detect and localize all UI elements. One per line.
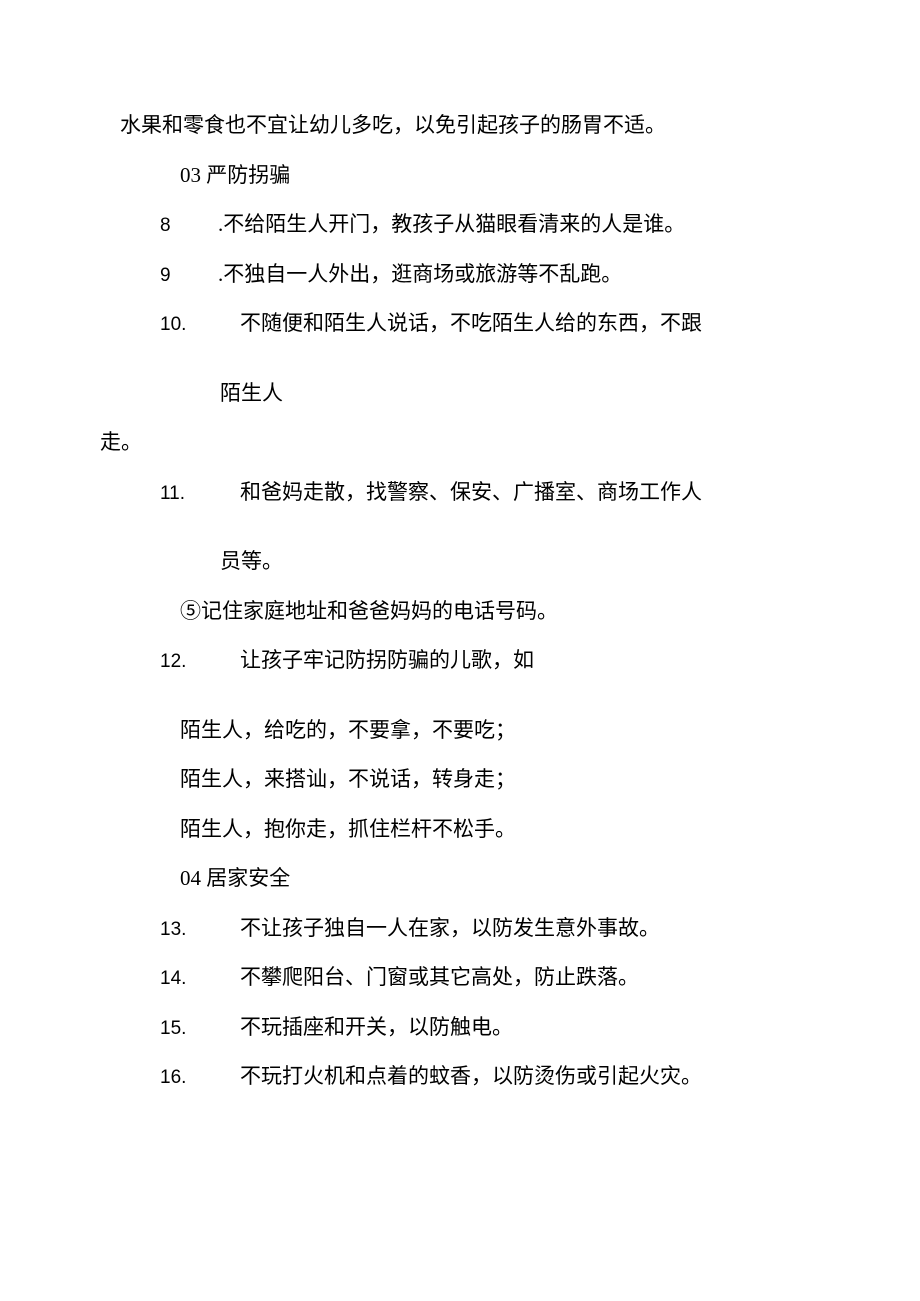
item-text: 不让孩子独自一人在家，以防发生意外事故。 xyxy=(200,913,660,945)
continuation-text: 员等。 xyxy=(120,546,800,578)
item-number: 14. xyxy=(160,965,200,994)
section-header-04: 04 居家安全 xyxy=(120,863,800,895)
list-item: 13. 不让孩子独自一人在家，以防发生意外事故。 xyxy=(120,913,800,945)
item-text: 让孩子牢记防拐防骗的儿歌，如 xyxy=(200,645,534,677)
item-number: 13. xyxy=(160,916,200,945)
document-page: 水果和零食也不宜让幼儿多吃，以免引起孩子的肠胃不适。 03 严防拐骗 8 .不给… xyxy=(0,0,920,1191)
item-number: 12. xyxy=(160,648,200,677)
item-text: 不随便和陌生人说话，不吃陌生人给的东西，不跟 xyxy=(200,308,702,340)
list-item: 8 .不给陌生人开门，教孩子从猫眼看清来的人是谁。 xyxy=(120,209,800,241)
item-number: 9 xyxy=(160,262,188,291)
list-item: 9 .不独自一人外出，逛商场或旅游等不乱跑。 xyxy=(120,259,800,291)
list-item: 15. 不玩插座和开关，以防触电。 xyxy=(120,1012,800,1044)
item-text: .不独自一人外出，逛商场或旅游等不乱跑。 xyxy=(188,259,622,291)
list-item: 10. 不随便和陌生人说话，不吃陌生人给的东西，不跟 xyxy=(120,308,800,340)
poem-line: 陌生人，来搭讪，不说话，转身走； xyxy=(120,764,800,796)
section-header-03: 03 严防拐骗 xyxy=(120,160,800,192)
item-text: .不给陌生人开门，教孩子从猫眼看清来的人是谁。 xyxy=(188,209,685,241)
continuation-text: 走。 xyxy=(100,427,800,459)
item-text: 和爸妈走散，找警察、保安、广播室、商场工作人 xyxy=(200,477,702,509)
continuation-text: 陌生人 xyxy=(120,378,800,410)
list-item: 14. 不攀爬阳台、门窗或其它高处，防止跌落。 xyxy=(120,962,800,994)
item-number: 8 xyxy=(160,212,188,241)
item-text: 不玩打火机和点着的蚊香，以防烫伤或引起火灾。 xyxy=(200,1061,702,1093)
poem-line: 陌生人，给吃的，不要拿，不要吃； xyxy=(120,715,800,747)
body-text: ⑤记住家庭地址和爸爸妈妈的电话号码。 xyxy=(120,596,800,628)
item-number: 11. xyxy=(160,480,200,509)
item-number: 10. xyxy=(160,311,200,340)
list-item: 12. 让孩子牢记防拐防骗的儿歌，如 xyxy=(120,645,800,677)
continuation-text: 水果和零食也不宜让幼儿多吃，以免引起孩子的肠胃不适。 xyxy=(120,110,800,142)
item-text: 不攀爬阳台、门窗或其它高处，防止跌落。 xyxy=(200,962,639,994)
item-number: 15. xyxy=(160,1015,200,1044)
item-text: 不玩插座和开关，以防触电。 xyxy=(200,1012,513,1044)
poem-line: 陌生人，抱你走，抓住栏杆不松手。 xyxy=(120,814,800,846)
item-number: 16. xyxy=(160,1064,200,1093)
list-item: 16. 不玩打火机和点着的蚊香，以防烫伤或引起火灾。 xyxy=(120,1061,800,1093)
list-item: 11. 和爸妈走散，找警察、保安、广播室、商场工作人 xyxy=(120,477,800,509)
